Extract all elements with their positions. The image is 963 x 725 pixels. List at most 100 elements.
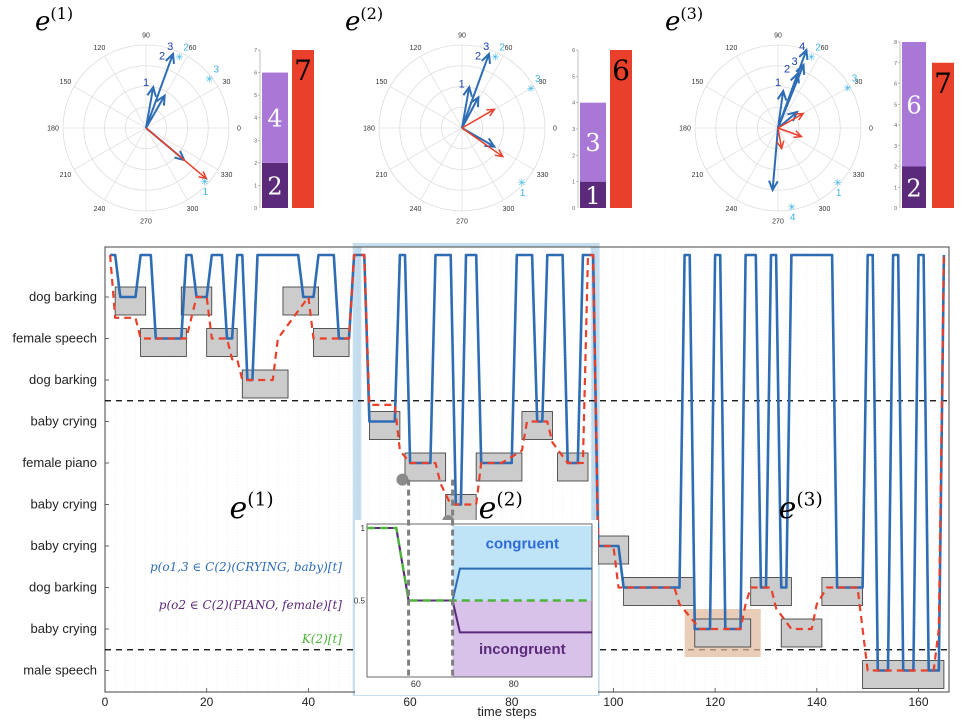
event-box [282,286,319,316]
cyan-marker-label: 1 [836,188,842,199]
polar-angle-label: 30 [855,79,863,86]
cyan-marker-label: 1 [203,187,209,198]
cyan-marker: ✳ [834,178,842,189]
event-box [313,328,350,357]
polar-spoke [104,127,147,201]
cyan-marker: ✳ [175,53,183,64]
cyan-marker: ✳ [491,53,499,64]
blue-arrow [145,95,166,129]
polar-angle-label: 210 [60,172,72,179]
bar-tick-label: 3 [254,138,257,144]
blue-arrow [145,53,174,129]
incongruent-region [452,600,592,677]
red-arrow-head [198,171,208,180]
polar-angle-label: 270 [772,219,784,226]
cyan-marker-label: 2 [815,43,821,54]
cyan-marker-label: 2 [499,43,505,54]
row-label: dog barking [29,580,97,595]
bar-tick-label: 7 [254,48,257,54]
blue-arrow-head [798,47,809,61]
polar-angle-label: 90 [774,33,782,40]
polar-spoke [461,127,504,201]
polar-panel-1: e(1)9060300330300270240210180150120✳1✳2✳… [35,4,314,226]
polar-angle-label: 120 [726,45,738,52]
polar-angle-label: 30 [539,79,547,86]
blue-arrow-head [165,51,175,64]
polar-angle-label: 90 [458,33,466,40]
bar-value-top: 6 [906,91,921,119]
bar-stack-bottom [902,166,926,208]
polar-angle-label: 270 [456,219,468,226]
cyan-marker: ✳ [205,74,213,85]
inset-y-tick-label: 0.5 [354,597,366,606]
bar-tick-label: 5 [572,74,575,80]
polar-angle-label: 60 [821,45,829,52]
polar-angle-label: 180 [47,126,59,133]
bar-tick-label: 1 [572,180,575,186]
episode-label-1: e(1) [230,489,274,526]
red-arrow-head [793,130,804,139]
bar-tick-label: 4 [894,123,897,129]
polar-angle-label: 330 [853,172,865,179]
blue-arrow [461,86,471,129]
polar-title-1: e(1) [35,4,73,37]
bar-stack-top [902,42,926,167]
polar-angle-label: 0 [553,126,557,133]
polar-spoke [777,127,820,201]
bar-value-right: 7 [294,54,312,87]
bar-tick-label: 4 [254,116,257,122]
red-arrow [777,112,804,129]
polar-angle-label: 240 [410,206,422,213]
polar-spoke [145,127,188,201]
polar-angle-label: 150 [376,79,388,86]
polar-spoke [73,127,147,170]
event-box [557,452,589,482]
red-arrow-head [795,112,805,121]
bar-right [610,50,632,208]
cyan-marker: ✳ [807,53,815,64]
polar-angle-label: 0 [869,126,873,133]
arrow-label: 1 [143,77,149,89]
bar-tick-label: 5 [254,93,257,99]
arrow-label: 3 [167,41,173,53]
red-arrow [777,127,802,138]
x-tick-label: 100 [603,695,623,709]
arrow-label: 1 [459,78,465,90]
polar-angle-label: 90 [142,33,150,40]
bar-stack-bottom [580,181,606,208]
bar-tick-label: 0 [254,206,257,212]
polar-spoke [736,55,779,129]
arrow-label: 2 [159,50,165,62]
inset-x-tick-label: 60 [411,679,421,689]
red-arrow-head [486,108,496,117]
polar-angle-label: 150 [692,79,704,86]
bar-tick-label: 3 [572,127,575,133]
bar-tick-label: 7 [894,61,897,67]
observed-series-line [110,253,946,672]
row-label: baby crying [31,538,97,553]
transition-marker [396,473,409,486]
polar-angle-label: 180 [363,126,375,133]
event-box [694,618,752,648]
blue-arrow-head [481,51,491,64]
arrow-label: 3 [791,56,797,68]
bar-tick-label: 2 [572,153,575,159]
cyan-marker: ✳ [200,177,208,188]
blue-arrow-head [776,88,788,101]
polar-spoke [73,86,147,129]
blue-arrow-head [146,84,157,98]
bar-value-top: 3 [585,129,600,157]
polar-title-2: e(2) [345,4,383,37]
x-tick-label: 140 [807,695,827,709]
polar-angle-label: 240 [726,206,738,213]
polar-spoke [420,55,463,129]
red-arrow [145,127,207,180]
bar-value-right: 7 [934,67,952,100]
bar-tick-label: 1 [254,183,257,189]
polar-angle-label: 300 [819,206,831,213]
polar-angle-label: 330 [221,172,233,179]
cyan-marker-label: 3 [535,74,541,85]
red-arrow-head [776,140,785,151]
polar-angle-label: 210 [692,172,704,179]
bar-value-right: 6 [612,54,630,87]
